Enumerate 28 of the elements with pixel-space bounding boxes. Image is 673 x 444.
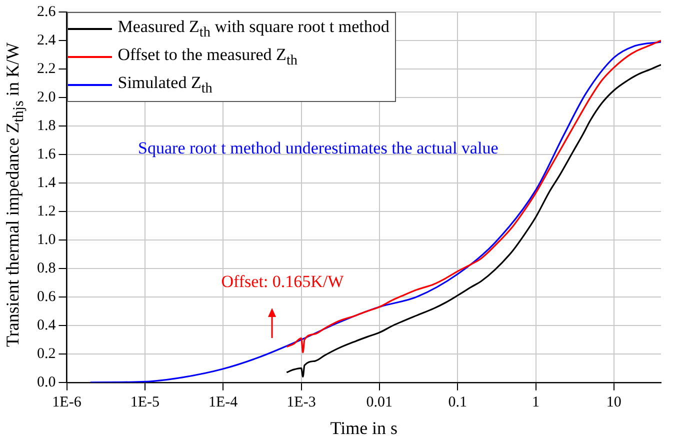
y-tick-label: 1.2 xyxy=(37,203,56,220)
x-tick-label: 1E-4 xyxy=(208,394,238,410)
legend-label: Simulated Z$_{th}$ xyxy=(118,72,212,98)
y-tick-label: 0.2 xyxy=(37,346,56,362)
legend-label: Offset to the measured Z$_{th}$ xyxy=(118,44,298,70)
y-tick-label: 1.4 xyxy=(37,174,56,191)
y-tick-label: 0.4 xyxy=(37,317,56,334)
x-axis-title: Time in s xyxy=(330,418,398,438)
x-tick-label: 0.01 xyxy=(366,394,393,410)
y-tick-label: 1.6 xyxy=(37,146,56,162)
annotation: Square root t method underestimates the actual value xyxy=(138,138,498,158)
x-tick-label: 0.1 xyxy=(448,394,467,410)
y-tick-label: 2.6 xyxy=(37,4,56,20)
x-tick-label: 1E-6 xyxy=(52,394,82,410)
x-tick-label: 1 xyxy=(532,394,540,410)
x-tick-label: 1E-5 xyxy=(130,394,160,410)
y-tick-label: 0.6 xyxy=(37,288,56,305)
legend-label: Measured Z$_{th}$ with square root t method xyxy=(118,16,390,42)
y-tick-label: 0.8 xyxy=(37,260,56,276)
y-tick-label: 0.0 xyxy=(37,374,56,390)
y-tick-label: 1.8 xyxy=(37,118,56,134)
y-tick-label: 1.0 xyxy=(37,232,56,248)
x-tick-label: 1E-3 xyxy=(286,394,316,410)
y-tick-label: 2.4 xyxy=(37,32,56,48)
x-tick-label: 10 xyxy=(606,394,622,410)
y-tick-label: 2.0 xyxy=(37,89,56,106)
y-tick-label: 2.2 xyxy=(37,60,56,77)
annotation: Offset: 0.165K/W xyxy=(221,272,345,291)
